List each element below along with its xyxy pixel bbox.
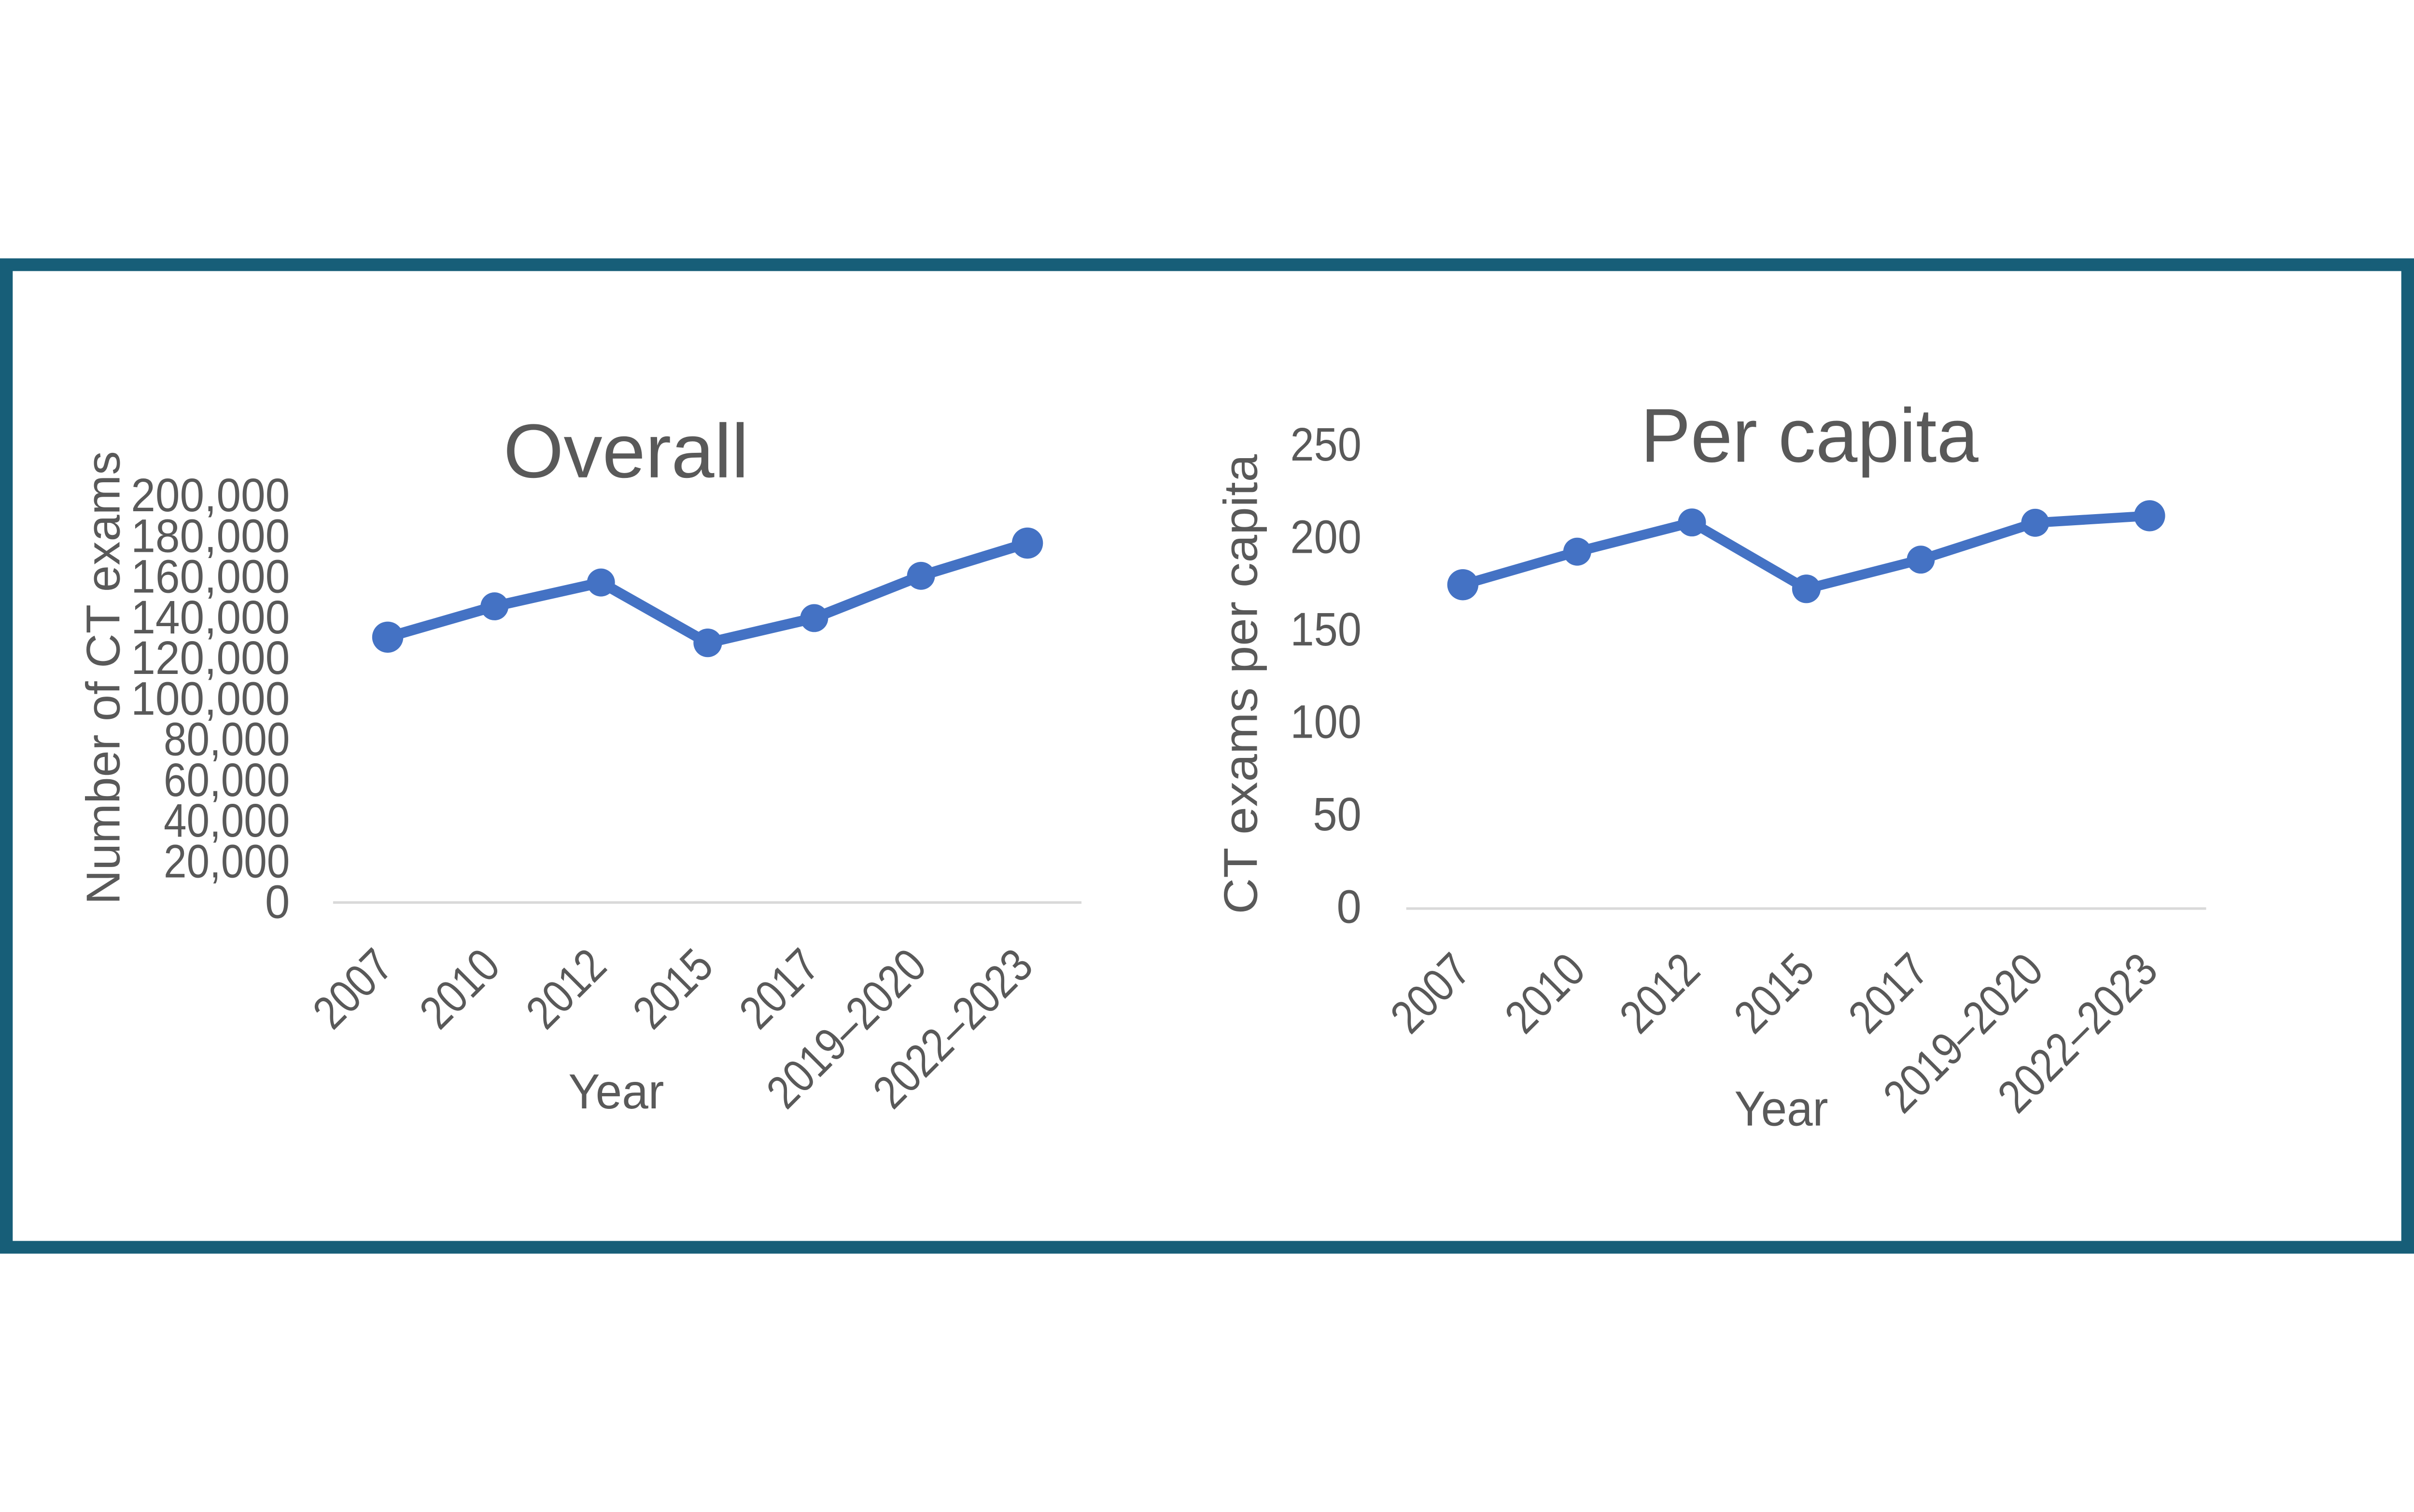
svg-text:CT exams per capita: CT exams per capita — [1214, 454, 1267, 914]
svg-text:Number of CT exams: Number of CT exams — [76, 451, 129, 904]
svg-text:50: 50 — [1313, 788, 1361, 840]
svg-text:60,000: 60,000 — [164, 754, 290, 806]
svg-text:180,000: 180,000 — [131, 509, 290, 562]
svg-text:Per capita: Per capita — [1641, 393, 1979, 478]
svg-text:0: 0 — [1337, 881, 1361, 933]
svg-text:140,000: 140,000 — [131, 591, 290, 644]
svg-text:100,000: 100,000 — [131, 672, 290, 725]
svg-text:160,000: 160,000 — [131, 550, 290, 603]
svg-text:20,000: 20,000 — [164, 835, 290, 887]
svg-text:100: 100 — [1290, 695, 1361, 748]
svg-text:Year: Year — [568, 1064, 664, 1119]
svg-text:Year: Year — [1734, 1081, 1828, 1136]
svg-text:200,000: 200,000 — [131, 469, 290, 521]
svg-text:40,000: 40,000 — [164, 794, 290, 847]
svg-text:150: 150 — [1290, 603, 1361, 656]
svg-text:0: 0 — [265, 876, 290, 928]
svg-text:250: 250 — [1290, 418, 1361, 471]
svg-text:200: 200 — [1290, 510, 1361, 563]
svg-text:80,000: 80,000 — [164, 713, 290, 766]
svg-text:Overall: Overall — [504, 409, 749, 494]
svg-text:120,000: 120,000 — [131, 631, 290, 684]
